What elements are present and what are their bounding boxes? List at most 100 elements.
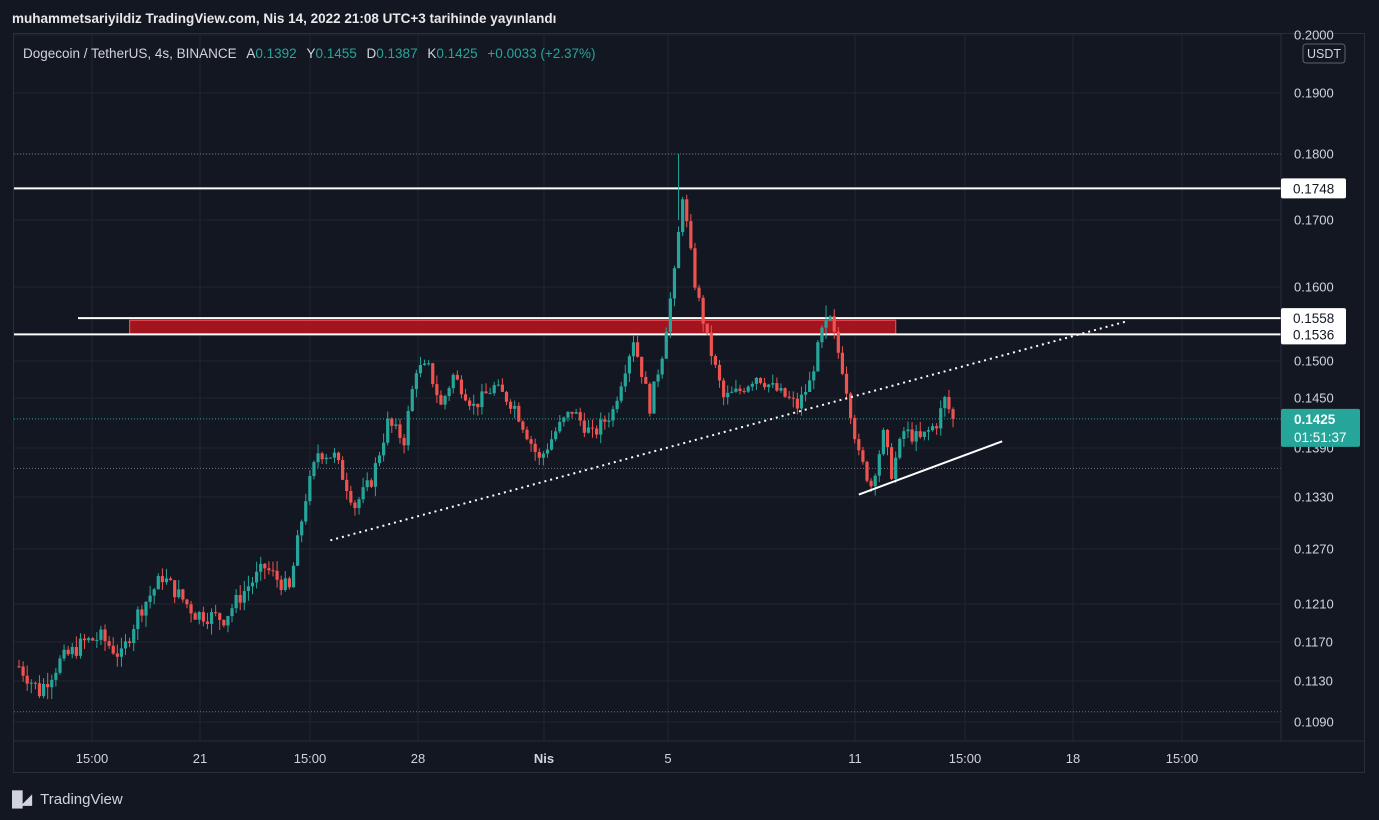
candle-body <box>25 675 29 684</box>
candle-body <box>754 377 758 384</box>
candle-body <box>762 383 767 388</box>
candle-body <box>271 570 275 572</box>
x-tick-label: 21 <box>193 751 207 766</box>
candle-body <box>922 431 926 438</box>
candle-body <box>853 417 857 440</box>
candle-body <box>730 391 734 393</box>
candle-body <box>238 595 242 603</box>
candle-body <box>308 476 312 502</box>
candle-body <box>758 377 763 384</box>
candle-body <box>455 374 459 380</box>
candle-body <box>398 424 402 438</box>
candle-body <box>873 475 877 487</box>
candle-body <box>316 453 320 463</box>
candle-body <box>595 428 599 435</box>
solid-trendline <box>858 440 1003 496</box>
candle-body <box>209 612 214 624</box>
candle-body <box>279 579 283 591</box>
candle-body <box>136 609 140 630</box>
candle-body <box>300 521 304 536</box>
candle-body <box>353 502 357 509</box>
candle-body <box>607 420 611 422</box>
candle-body <box>369 480 373 487</box>
candle-body <box>234 595 238 609</box>
tradingview-logo[interactable]: █◢ TradingView <box>12 790 123 809</box>
last-price-label: 0.1425 <box>1294 412 1336 427</box>
candle-body <box>168 578 173 581</box>
candle-body <box>394 424 398 426</box>
candle-body <box>422 363 427 366</box>
candle-body <box>287 578 291 588</box>
candle-body <box>771 383 775 385</box>
candle-body <box>529 439 533 444</box>
candle-body <box>185 599 189 605</box>
candle-body <box>791 397 795 399</box>
candle-body <box>320 453 324 460</box>
candle-body <box>488 393 492 395</box>
change-value: +0.0033 (+2.37%) <box>487 46 596 61</box>
candle-body <box>361 487 365 500</box>
candle-body <box>541 453 545 458</box>
y-tick-label: 0.2000 <box>1294 28 1334 43</box>
candle-body <box>681 199 685 233</box>
y-tick-label: 0.1130 <box>1294 674 1333 689</box>
candle-body <box>500 384 505 392</box>
candle-body <box>439 395 443 405</box>
candle-body <box>291 565 296 588</box>
candle-body <box>726 392 730 398</box>
y-tick-label: 0.1700 <box>1294 213 1334 228</box>
candle-body <box>255 571 259 583</box>
candle-body <box>652 381 656 414</box>
candle-body <box>619 386 623 401</box>
candle-body <box>70 646 74 655</box>
candle-body <box>820 327 824 343</box>
close-label: K <box>427 46 437 61</box>
candle-body <box>697 287 701 298</box>
candle-body <box>435 384 439 396</box>
candle-body <box>722 380 726 398</box>
dotted-trendline <box>330 320 1126 542</box>
candle-body <box>111 645 115 654</box>
open-value: 0.1392 <box>255 46 297 61</box>
candle-body <box>930 426 935 431</box>
candle-body <box>533 443 537 452</box>
candle-body <box>939 408 943 429</box>
candle-body <box>693 248 697 288</box>
candle-body <box>480 391 484 408</box>
candle-body <box>660 358 664 375</box>
candle-body <box>750 383 754 387</box>
chart-frame[interactable] <box>13 33 1365 773</box>
y-tick-label: 0.1210 <box>1294 597 1334 612</box>
candle-body <box>123 641 128 649</box>
candle-body <box>242 591 246 603</box>
candle-body <box>767 384 771 388</box>
candle-body <box>58 658 62 673</box>
y-tick-label: 0.1900 <box>1294 86 1334 101</box>
horizontal-levels-layer <box>14 187 1281 336</box>
candle-body <box>160 576 164 583</box>
candle-body <box>918 431 922 438</box>
candle-body <box>230 608 234 617</box>
candle-body <box>218 613 222 620</box>
symbol-name: Dogecoin / TetherUS, 4s, BINANCE <box>23 46 237 61</box>
candle-body <box>562 417 566 422</box>
candle-body <box>267 568 271 571</box>
candle-body <box>877 454 881 476</box>
candle-body <box>304 501 308 522</box>
candle-body <box>742 391 746 393</box>
candle-body <box>828 316 832 321</box>
candle-body <box>173 580 177 598</box>
candle-body <box>578 412 582 421</box>
y-tick-label: 0.1270 <box>1294 542 1334 557</box>
candle-body <box>62 649 66 659</box>
candle-body <box>623 373 627 387</box>
candle-body <box>250 582 255 587</box>
level-price-tag <box>1281 178 1346 199</box>
candle-body <box>21 666 25 676</box>
resistance-zone-layer <box>129 319 897 335</box>
candle-body <box>95 639 99 641</box>
y-tick-label: 0.1450 <box>1294 391 1334 406</box>
x-tick-label: 18 <box>1066 751 1080 766</box>
